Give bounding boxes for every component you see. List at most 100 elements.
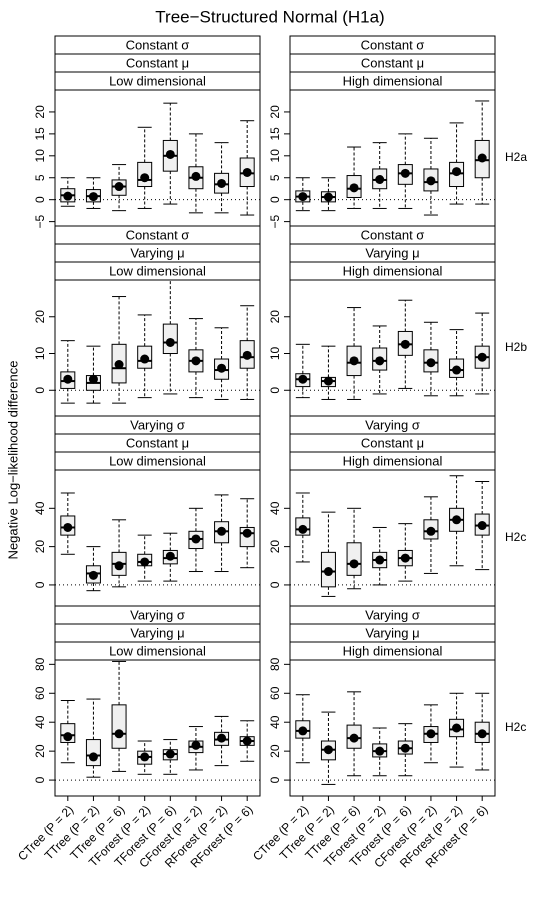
mean-point: [217, 363, 227, 373]
y-tick-label: 5: [268, 174, 282, 181]
mean-point: [426, 358, 436, 368]
strip-label: Varying σ: [365, 607, 420, 622]
y-tick-label: 20: [268, 105, 282, 119]
strip-label: Constant σ: [126, 37, 190, 52]
chart-title: Tree−Structured Normal (H1a): [155, 7, 384, 26]
mean-point: [242, 528, 252, 538]
strip-label: High dimensional: [343, 453, 443, 468]
mean-point: [88, 192, 98, 202]
row-label: H2c: [505, 720, 526, 734]
mean-point: [349, 733, 359, 743]
mean-point: [114, 182, 124, 192]
mean-point: [63, 522, 73, 532]
mean-point: [298, 726, 308, 736]
mean-point: [400, 168, 410, 178]
mean-point: [400, 743, 410, 753]
y-tick-label: 40: [33, 715, 47, 729]
mean-point: [191, 740, 201, 750]
strip-label: Varying σ: [365, 417, 420, 432]
mean-point: [426, 176, 436, 186]
mean-point: [88, 752, 98, 762]
mean-point: [217, 526, 227, 536]
y-axis-label: Negative Log−likelihood difference: [5, 361, 20, 560]
mean-point: [114, 729, 124, 739]
panel-frame: [54, 659, 261, 797]
mean-point: [191, 171, 201, 181]
mean-point: [477, 352, 487, 362]
mean-point: [88, 570, 98, 580]
y-tick-label: 40: [268, 715, 282, 729]
strip-label: High dimensional: [343, 263, 443, 278]
y-tick-label: 0: [33, 581, 47, 588]
panel-frame: [289, 279, 496, 417]
y-tick-label: 20: [268, 540, 282, 554]
y-tick-label: 10: [33, 347, 47, 361]
y-tick-label: 20: [33, 105, 47, 119]
strip-label: Constant μ: [126, 55, 189, 70]
mean-point: [242, 736, 252, 746]
mean-point: [140, 752, 150, 762]
strip-label: High dimensional: [343, 73, 443, 88]
strip-label: Constant σ: [361, 227, 425, 242]
mean-point: [140, 173, 150, 183]
mean-point: [349, 356, 359, 366]
strip-label: Constant μ: [361, 435, 424, 450]
panel-frame: [289, 89, 496, 227]
strip-label: Constant μ: [361, 55, 424, 70]
box: [111, 704, 127, 749]
strip-label: Low dimensional: [109, 453, 206, 468]
y-tick-label: 10: [268, 347, 282, 361]
mean-point: [298, 524, 308, 534]
mean-point: [349, 559, 359, 569]
strip-label: Varying μ: [365, 245, 419, 260]
y-tick-label: 20: [33, 540, 47, 554]
mean-point: [217, 178, 227, 188]
mean-point: [452, 167, 462, 177]
row-label: H2b: [505, 340, 527, 354]
y-tick-label: 60: [268, 686, 282, 700]
y-tick-label: 0: [268, 776, 282, 783]
panel-frame: [54, 89, 261, 227]
mean-point: [242, 350, 252, 360]
mean-point: [400, 339, 410, 349]
panel-frame: [289, 469, 496, 607]
strip-label: Varying σ: [130, 417, 185, 432]
y-tick-label: −5: [33, 214, 47, 228]
mean-point: [63, 191, 73, 201]
panel-frame: [54, 469, 261, 607]
strip-label: Low dimensional: [109, 643, 206, 658]
mean-point: [191, 356, 201, 366]
strip-label: Low dimensional: [109, 263, 206, 278]
y-tick-label: 20: [33, 310, 47, 324]
mean-point: [323, 567, 333, 577]
mean-point: [165, 551, 175, 561]
panel-frame: [289, 659, 496, 797]
mean-point: [88, 374, 98, 384]
row-label: H2a: [505, 150, 527, 164]
mean-point: [165, 149, 175, 159]
y-tick-label: −5: [268, 214, 282, 228]
mean-point: [298, 374, 308, 384]
mean-point: [375, 356, 385, 366]
y-tick-label: 60: [33, 686, 47, 700]
mean-point: [63, 374, 73, 384]
y-tick-label: 0: [33, 776, 47, 783]
mean-point: [477, 153, 487, 163]
mean-point: [114, 561, 124, 571]
y-tick-label: 10: [33, 149, 47, 163]
mean-point: [323, 745, 333, 755]
y-tick-label: 0: [268, 581, 282, 588]
mean-point: [375, 746, 385, 756]
y-tick-label: 40: [268, 501, 282, 515]
mean-point: [452, 723, 462, 733]
y-tick-label: 80: [268, 657, 282, 671]
mean-point: [477, 521, 487, 531]
mean-point: [140, 557, 150, 567]
mean-point: [140, 354, 150, 364]
panel-frame: [54, 279, 261, 417]
y-tick-label: 15: [33, 127, 47, 141]
strip-label: Constant μ: [126, 435, 189, 450]
strip-label: Constant σ: [361, 37, 425, 52]
strip-label: Varying σ: [130, 607, 185, 622]
strip-label: Varying μ: [130, 625, 184, 640]
